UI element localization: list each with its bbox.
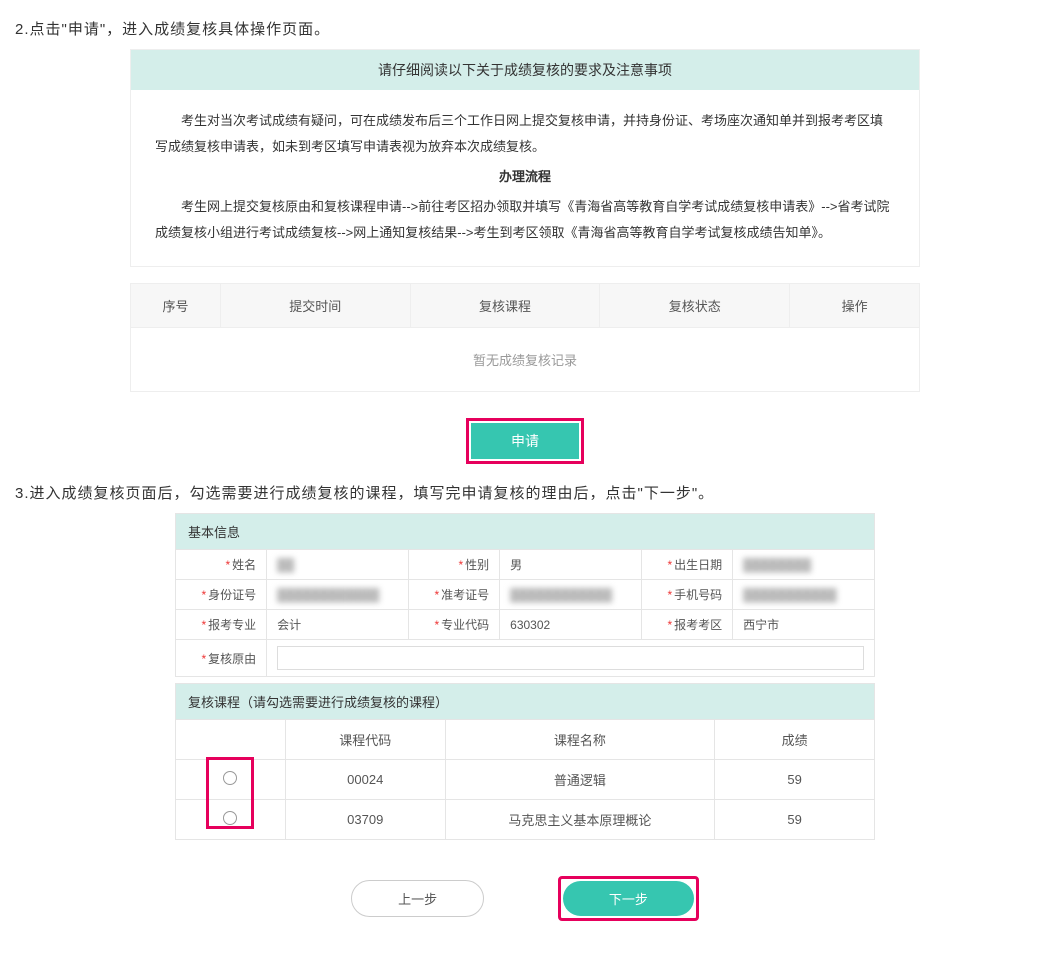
- records-th-course: 复核课程: [410, 284, 600, 328]
- lbl-district: 报考考区: [674, 618, 722, 632]
- lbl-reason: 复核原由: [208, 652, 256, 666]
- val-idcard: ████████████: [277, 588, 379, 602]
- step2-instruction: 2.点击"申请"，进入成绩复核具体操作页面。: [15, 18, 1035, 39]
- course-name-0: 普通逻辑: [445, 760, 715, 800]
- apply-highlight: 申请: [466, 418, 584, 464]
- course-section-title: 复核课程（请勾选需要进行成绩复核的课程）: [175, 683, 875, 719]
- course-th-score: 成绩: [715, 720, 875, 760]
- records-th-time: 提交时间: [220, 284, 410, 328]
- records-th-status: 复核状态: [600, 284, 790, 328]
- lbl-major: 报考专业: [208, 618, 256, 632]
- val-district: 西宁市: [743, 618, 779, 632]
- step3-instruction: 3.进入成绩复核页面后，勾选需要进行成绩复核的课程，填写完申请复核的理由后，点击…: [15, 482, 1035, 503]
- lbl-phone: 手机号码: [674, 588, 722, 602]
- prev-button[interactable]: 上一步: [351, 880, 484, 917]
- lbl-name: 姓名: [232, 558, 256, 572]
- course-score-0: 59: [715, 760, 875, 800]
- course-table: 课程代码 课程名称 成绩 00024 普通逻辑 59: [175, 719, 875, 840]
- lbl-birth: 出生日期: [674, 558, 722, 572]
- val-major: 会计: [277, 618, 301, 632]
- val-examno: ████████████: [510, 588, 612, 602]
- basic-info-title: 基本信息: [175, 513, 875, 549]
- course-th-name: 课程名称: [445, 720, 715, 760]
- val-birth: ████████: [743, 558, 811, 572]
- lbl-majorcd: 专业代码: [441, 618, 489, 632]
- reason-input[interactable]: [277, 646, 864, 670]
- next-highlight: 下一步: [558, 876, 699, 921]
- next-button[interactable]: 下一步: [563, 881, 694, 916]
- records-th-action: 操作: [790, 284, 920, 328]
- notice-title: 请仔细阅读以下关于成绩复核的要求及注意事项: [131, 50, 919, 90]
- records-empty: 暂无成绩复核记录: [131, 328, 920, 392]
- records-th-index: 序号: [131, 284, 221, 328]
- val-majorcd: 630302: [510, 618, 550, 632]
- val-name: ██: [277, 558, 337, 572]
- review-form-panel: 基本信息 *姓名 ██ *性别 男 *出生日期 ████████ *身份证号 █…: [175, 513, 875, 921]
- val-phone: ███████████: [743, 588, 837, 602]
- apply-button[interactable]: 申请: [471, 423, 579, 459]
- course-th-select: [176, 720, 286, 760]
- val-gender: 男: [510, 558, 522, 572]
- notice-para2: 考生网上提交复核原由和复核课程申请-->前往考区招办领取并填写《青海省高等教育自…: [155, 194, 895, 246]
- course-select-0[interactable]: [223, 771, 237, 785]
- lbl-idcard: 身份证号: [208, 588, 256, 602]
- lbl-examno: 准考证号: [441, 588, 489, 602]
- notice-body: 考生对当次考试成绩有疑问，可在成绩发布后三个工作日网上提交复核申请，并持身份证、…: [131, 90, 919, 266]
- course-code-0: 00024: [285, 760, 445, 800]
- basic-info-table: *姓名 ██ *性别 男 *出生日期 ████████ *身份证号 ██████…: [175, 549, 875, 677]
- notice-para1: 考生对当次考试成绩有疑问，可在成绩发布后三个工作日网上提交复核申请，并持身份证、…: [155, 108, 895, 160]
- notice-panel: 请仔细阅读以下关于成绩复核的要求及注意事项 考生对当次考试成绩有疑问，可在成绩发…: [130, 49, 920, 267]
- course-th-code: 课程代码: [285, 720, 445, 760]
- course-select-1[interactable]: [223, 811, 237, 825]
- records-table: 序号 提交时间 复核课程 复核状态 操作 暂无成绩复核记录: [130, 283, 920, 392]
- notice-subhead: 办理流程: [155, 164, 895, 190]
- lbl-gender: 性别: [465, 558, 489, 572]
- course-row: 00024 普通逻辑 59: [176, 760, 875, 800]
